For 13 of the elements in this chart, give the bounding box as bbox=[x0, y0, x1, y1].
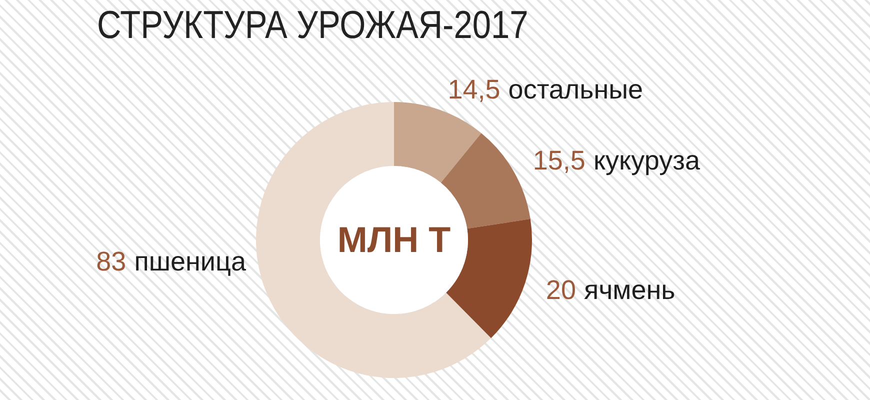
slice-label: ячмень bbox=[584, 275, 676, 306]
slice-label: кукуруза bbox=[593, 146, 701, 176]
donut-slice bbox=[440, 133, 530, 229]
chart-title: СТРУКТУРА УРОЖАЯ-2017 bbox=[97, 3, 528, 48]
data-label: 83 bbox=[96, 246, 126, 276]
slice-label: пшеница bbox=[134, 246, 247, 276]
slice-label: остальные bbox=[508, 74, 644, 104]
data-label: 15,5 bbox=[532, 146, 586, 176]
data-label: 14,5 bbox=[448, 74, 500, 104]
data-label: 20 bbox=[546, 275, 576, 306]
donut-slice bbox=[394, 102, 482, 183]
donut-slice bbox=[256, 102, 492, 378]
text: МЛН Т bbox=[336, 218, 452, 262]
